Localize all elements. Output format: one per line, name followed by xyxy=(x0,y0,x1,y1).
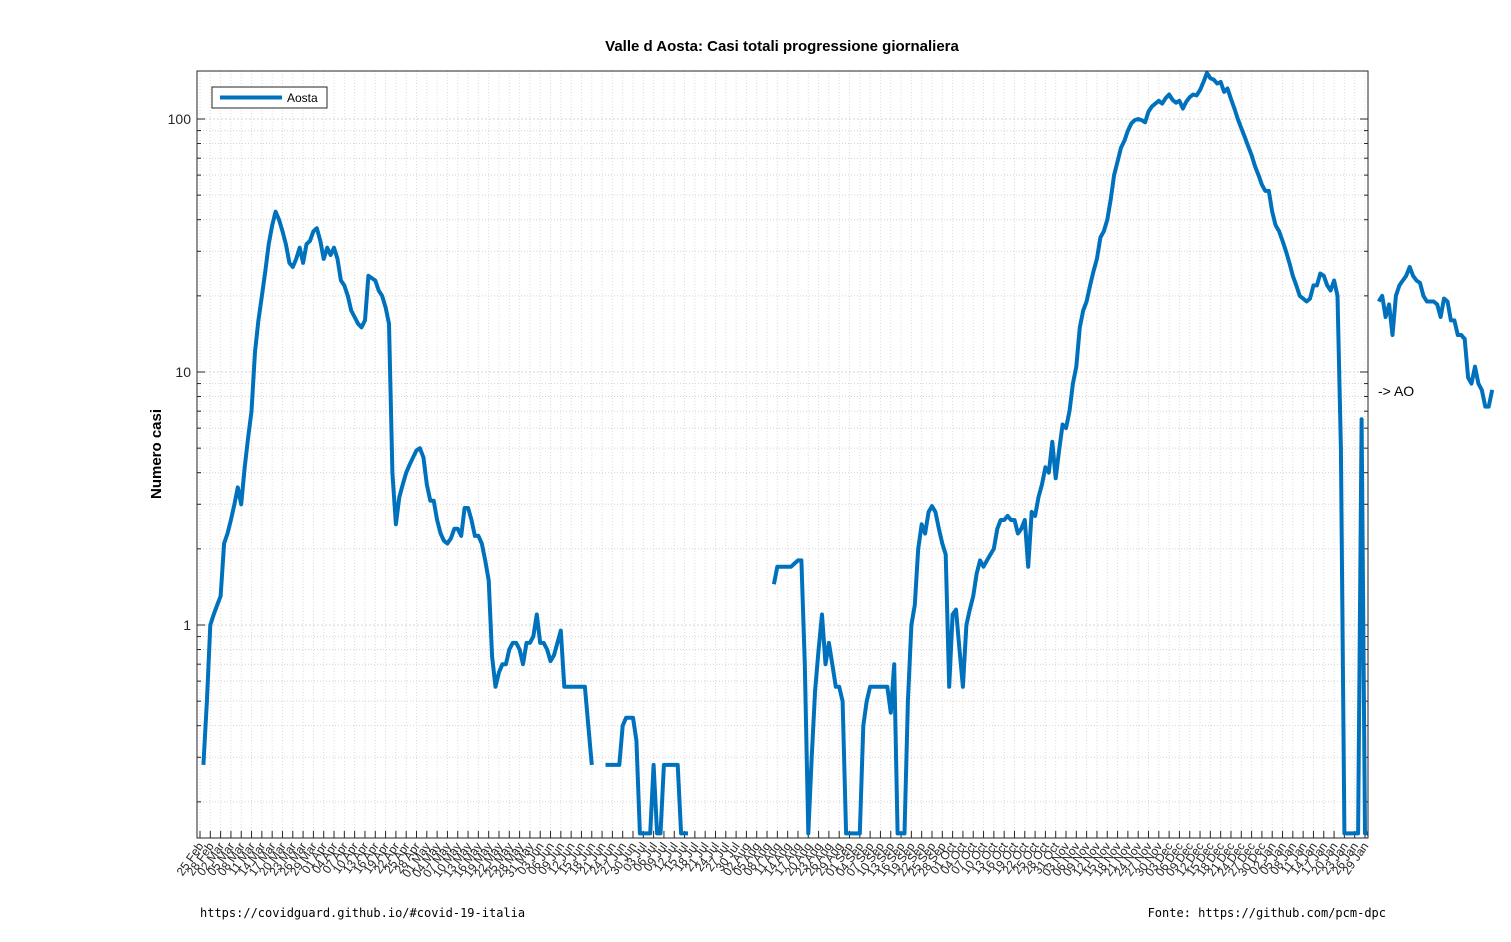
y-axis-ticks: 1 10 100 xyxy=(168,111,1368,803)
series-line-aosta xyxy=(201,209,594,766)
y-tick-label: 100 xyxy=(168,111,192,127)
series-layer xyxy=(201,71,1495,836)
y-tick-label: 1 xyxy=(183,617,191,633)
series-line-aosta xyxy=(1376,265,1495,409)
line-end-annotation: -> AO xyxy=(1378,383,1414,399)
legend-label: Aosta xyxy=(287,91,318,105)
series-line-aosta xyxy=(771,71,1369,836)
plot-area xyxy=(197,71,1368,838)
legend: Aosta xyxy=(211,86,328,109)
footer-right-source: Fonte: https://github.com/pcm-dpc xyxy=(1147,906,1386,920)
chart-title: Valle d Aosta: Casi totali progressione … xyxy=(605,38,959,55)
series-line-aosta xyxy=(605,715,688,836)
plot-frame xyxy=(196,70,1369,839)
y-axis-label: Numero casi xyxy=(148,409,165,499)
y-tick-label: 10 xyxy=(175,364,191,380)
footer-left-url: https://covidguard.github.io/#covid-19-i… xyxy=(200,906,526,920)
